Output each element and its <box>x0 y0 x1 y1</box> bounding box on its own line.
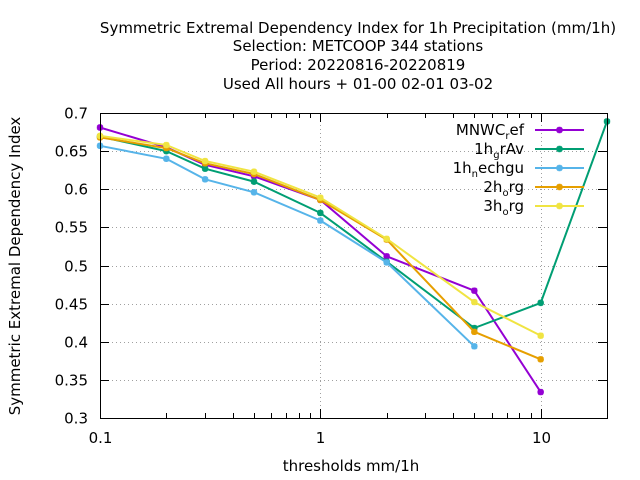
legend-label-main: MNWC <box>456 121 505 139</box>
series-line <box>99 144 475 348</box>
legend-label-subscript: r <box>505 131 510 142</box>
legend-marker <box>556 202 563 210</box>
data-point <box>537 356 544 363</box>
y-tick-label: 0.45 <box>55 296 88 314</box>
chart-title: Symmetric Extremal Dependency Index for … <box>100 19 616 93</box>
data-point <box>250 168 258 175</box>
y-tick-label: 0.55 <box>55 219 88 237</box>
y-tick-label: 0.35 <box>55 372 88 390</box>
legend-marker <box>556 164 563 172</box>
legend-label: 1hnechgu <box>453 159 524 180</box>
plot-frame <box>100 113 608 419</box>
grid <box>100 113 607 418</box>
data-point <box>471 328 478 336</box>
legend-label-subscript: n <box>472 169 478 180</box>
y-tick-label: 0.65 <box>55 143 88 161</box>
data-point <box>250 178 258 185</box>
data-point <box>471 343 478 350</box>
data-point <box>537 332 544 339</box>
legend-label-subscript: g <box>493 150 499 161</box>
axis-ticks <box>100 113 608 419</box>
data-point <box>163 155 170 162</box>
title-line-1: Symmetric Extremal Dependency Index for … <box>100 19 616 37</box>
series-1h-nechgu <box>96 142 478 350</box>
legend-label-main: 3h <box>483 197 502 215</box>
y-tick-label: 0.5 <box>64 258 88 276</box>
series-line <box>99 136 542 361</box>
series-line <box>99 126 542 393</box>
data-point <box>537 299 544 307</box>
x-tick-label: 10 <box>532 429 551 447</box>
x-axis-label: thresholds mm/1h <box>283 457 420 475</box>
legend-marker <box>556 145 563 153</box>
legend-marker <box>556 126 563 134</box>
data-point <box>317 194 324 201</box>
title-line-2: Selection: METCOOP 344 stations <box>233 37 484 55</box>
legend-label: MNWCref <box>456 121 525 142</box>
x-tick-label: 1 <box>316 429 326 447</box>
data-point <box>537 388 544 396</box>
series-line <box>99 134 542 337</box>
series-3h-org <box>96 132 544 339</box>
y-tick-label: 0.4 <box>64 334 88 352</box>
tick-labels: 0.3 0.35 0.4 0.45 0.5 0.55 0.6 0.65 0.7 0.1 1 10 <box>55 105 551 448</box>
data-point <box>250 189 258 196</box>
legend-label-main: 1h <box>453 159 472 177</box>
legend-marker <box>556 183 563 191</box>
data-point <box>471 324 478 332</box>
legend-label-subscript: o <box>502 207 508 218</box>
data-point <box>383 253 390 260</box>
legend-label: 1hgrAv <box>474 140 524 161</box>
data-point <box>201 165 209 172</box>
data-point <box>471 287 478 294</box>
title-line-4: Used All hours + 01-00 02-01 03-02 <box>223 75 493 93</box>
legend-label-rest: rAv <box>500 140 525 158</box>
y-tick-label: 0.7 <box>64 105 88 123</box>
legend-label-main: 2h <box>483 178 502 196</box>
legend-label-rest: rg <box>509 197 524 215</box>
data-point <box>317 217 324 224</box>
legend-label: 3horg <box>483 197 524 218</box>
legend-label-rest: echgu <box>478 159 524 177</box>
data-point <box>471 298 478 306</box>
y-tick-label: 0.3 <box>64 410 88 428</box>
data-point <box>201 157 209 165</box>
data-point <box>163 141 170 149</box>
series-group <box>96 118 611 396</box>
data-point <box>317 209 324 217</box>
legend-label-subscript: o <box>502 188 508 199</box>
data-point <box>383 235 390 243</box>
x-tick-label: 0.1 <box>89 429 113 447</box>
legend-label-main: 1h <box>474 140 493 158</box>
legend-label-rest: ef <box>509 121 524 139</box>
y-axis-label: Symmetric Extremal Dependency Index <box>6 117 24 416</box>
legend-label-rest: rg <box>509 178 524 196</box>
series-mnwc-ref <box>96 124 544 396</box>
y-tick-label: 0.6 <box>64 181 88 199</box>
legend-label: 2horg <box>483 178 524 199</box>
data-point <box>383 259 390 266</box>
title-line-3: Period: 20220816-20220819 <box>251 56 466 74</box>
data-point <box>201 176 209 183</box>
